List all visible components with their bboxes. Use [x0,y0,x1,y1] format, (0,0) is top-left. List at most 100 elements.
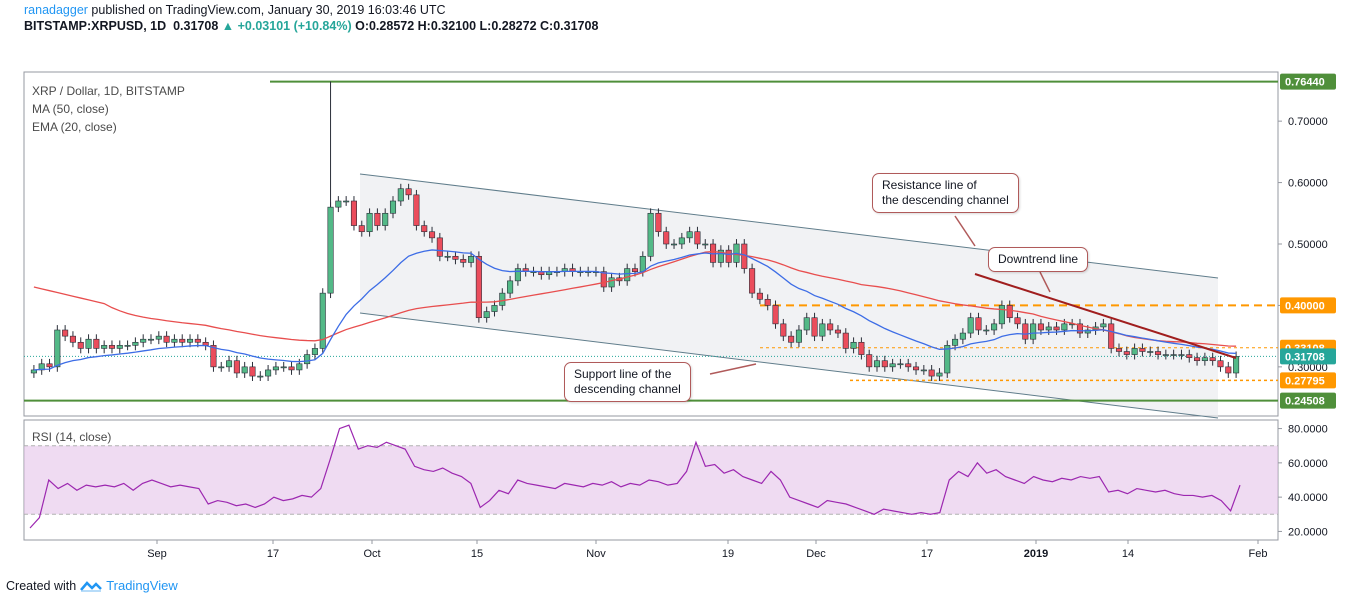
candle-body [631,268,639,272]
candle-body [405,188,412,196]
candle-body [343,200,350,203]
high-value: 0.32100 [430,19,477,33]
candle-body [1061,323,1068,331]
candle-body [756,292,763,300]
candle-body [171,338,178,343]
candle-body [124,345,131,347]
candle-body [389,200,397,214]
candle-body [686,231,693,239]
candle-body [202,341,209,346]
ohlc-line: BITSTAMP:XRPUSD, 1D 0.31708 ▲ +0.03101 (… [24,19,598,33]
legend-title: XRP / Dollar, 1D, BITSTAMP [32,84,185,98]
candle-body [46,363,53,368]
candle-body [1201,357,1208,362]
rsi-tick-label: 20.0000 [1288,526,1328,538]
candle-body [928,369,935,377]
candle-body [249,366,256,377]
candle-body [444,255,451,258]
last-price: 0.31708 [173,19,219,33]
tradingview-logo-icon [80,580,103,592]
price-tick-label: 0.30000 [1288,362,1328,374]
candle-body [655,212,662,233]
candle-body [77,341,84,349]
price-badge [1280,73,1336,90]
candle-body [1045,326,1052,331]
published-text: published on TradingView.com, January 30… [87,3,446,17]
candle-body [920,369,927,372]
support-callout-pointer [709,363,757,375]
candle-body [998,305,1005,325]
candle-body [468,255,475,263]
candle-body [624,268,631,282]
time-tick-label: Dec [806,548,826,560]
candle-body [1170,354,1177,356]
close-value: 0.31708 [553,19,599,33]
candle-body [1108,323,1115,349]
candle-body [187,338,194,343]
candle-body [1100,323,1107,328]
up-arrow-icon: ▲ [221,19,235,33]
downtrend-line [974,273,1237,359]
candle-body [257,375,264,378]
candle-body [912,366,920,371]
rsi-tick-label: 60.0000 [1288,458,1328,470]
candle-body [905,363,912,368]
ma-50-line [33,250,1237,347]
candle-body [358,225,365,233]
candle-body [1209,357,1216,362]
candle-body [241,366,248,374]
time-tick-label: 2019 [1024,548,1048,560]
candle-body [319,292,326,349]
rsi-tick-label: 80.0000 [1288,424,1328,436]
candle-body [873,360,881,368]
candle-body [1053,326,1060,331]
candle-body [350,200,357,226]
candle-body [975,317,982,331]
candle-body [1233,356,1240,374]
close-label: C: [540,19,554,33]
time-tick-label: Oct [363,548,380,560]
candle-body [881,360,888,368]
candle-body [803,317,810,331]
candle-body [226,360,233,368]
candle-body [1115,348,1123,352]
publisher-line: ranadagger published on TradingView.com,… [24,3,446,17]
candle-body [811,317,818,337]
candle-body [694,231,701,245]
price-tick-label: 0.70000 [1288,116,1328,128]
candle-body [850,341,857,349]
publisher-name[interactable]: ranadagger [24,3,88,17]
candle-body [1155,351,1162,355]
candle-body [413,194,420,226]
price-badge [1280,348,1336,365]
candle-body [670,243,678,246]
candle-body [663,231,670,245]
candle-body [764,298,771,306]
candle-body [155,335,162,340]
candle-body [1014,317,1021,325]
price-badge-label: 0.27795 [1285,375,1325,387]
downtrend-callout-pointer [1039,271,1051,293]
candle-body [507,280,514,294]
price-badge-label: 0.76440 [1285,77,1325,89]
candle-body [639,255,646,272]
time-tick-label: 17 [267,548,279,560]
candle-body [132,341,139,346]
price-tick-label: 0.60000 [1288,178,1328,190]
time-tick-label: 17 [921,548,933,560]
candle-body [608,277,615,288]
candle-body [514,268,521,282]
legend-rsi: RSI (14, close) [32,430,112,444]
candle-body [280,366,287,369]
candle-body [725,249,732,263]
candle-body [936,372,943,377]
candle-body [85,338,92,349]
candle-body [147,338,155,341]
footer-brand[interactable]: TradingView [106,578,178,593]
candle-body [296,363,303,371]
candle-body [772,305,779,325]
candle-body [304,354,311,365]
candle-body [69,335,76,343]
candle-body [991,323,998,331]
